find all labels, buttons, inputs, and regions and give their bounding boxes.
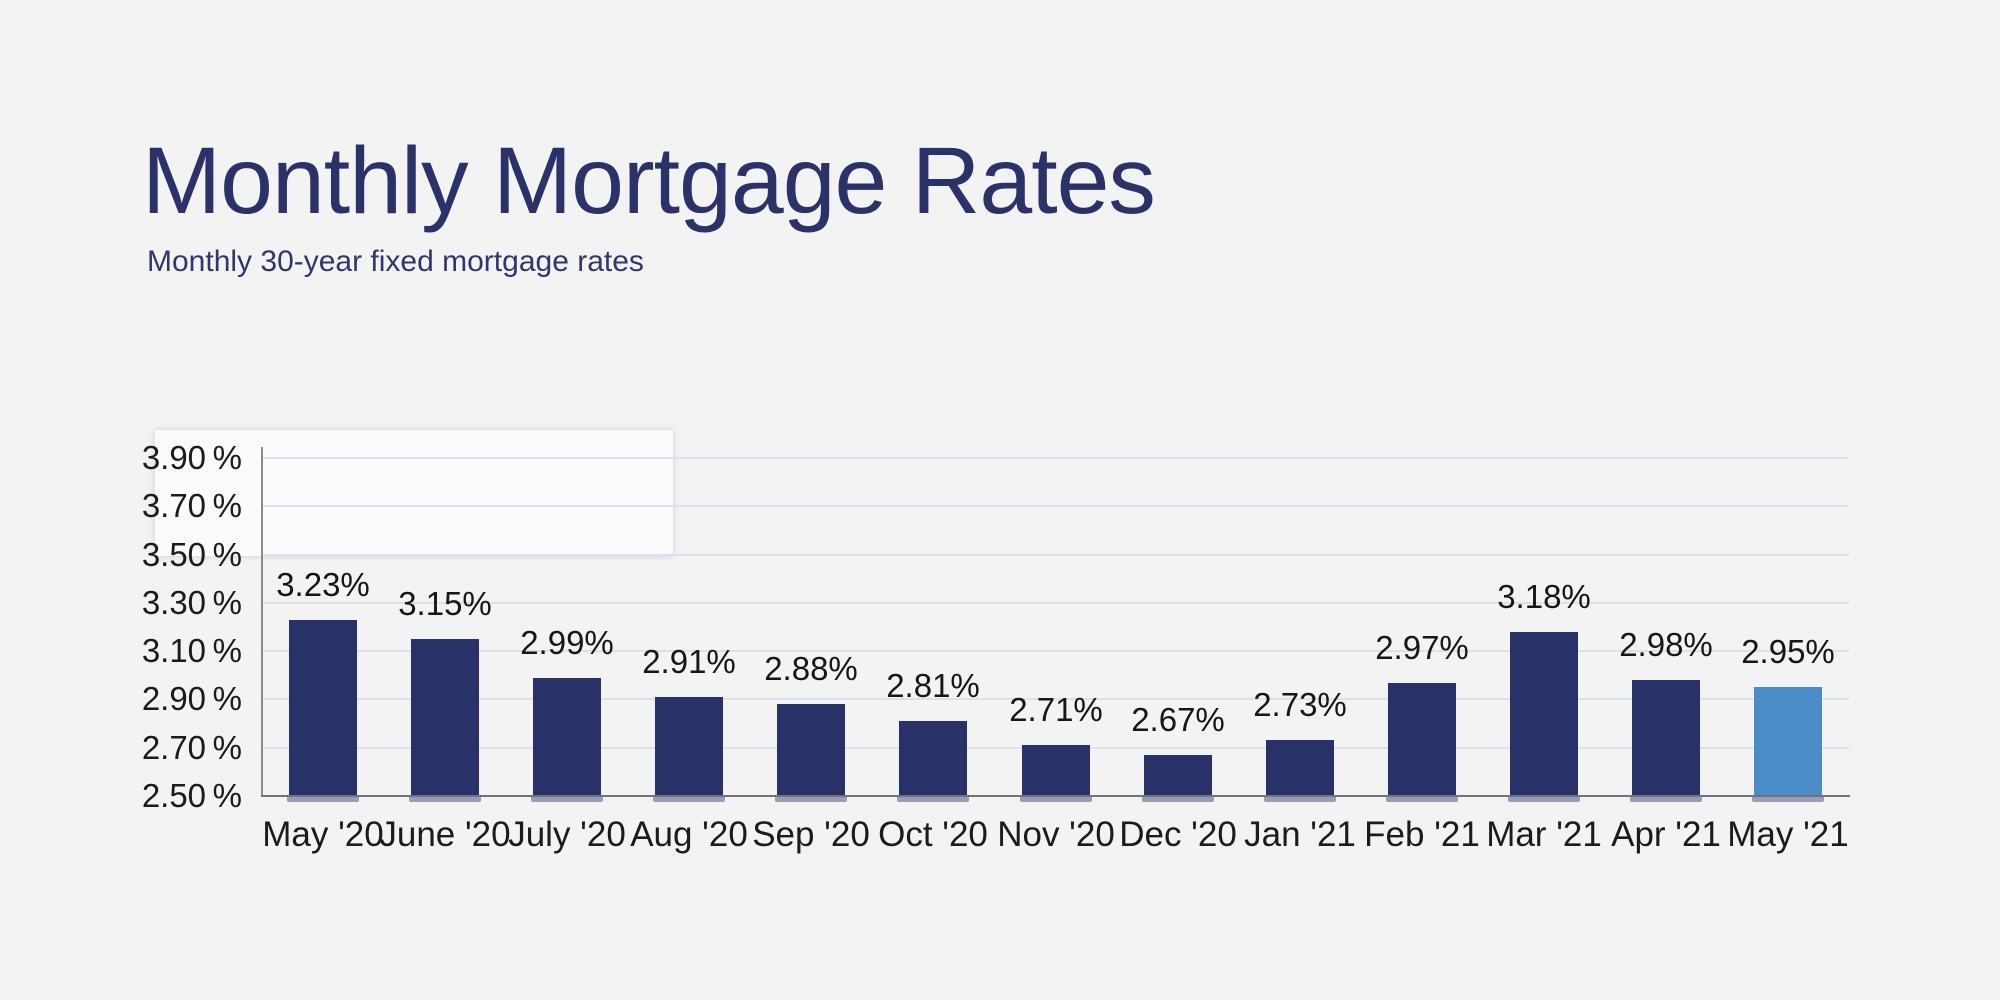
bar-oct-20	[899, 721, 967, 796]
y-tick-label: 2.50 %	[141, 777, 242, 814]
x-axis-line	[261, 795, 1850, 797]
bar-nov-20	[1022, 745, 1090, 796]
bar-value-label: 3.23%	[276, 566, 370, 603]
bar-value-label: 2.95%	[1741, 633, 1835, 670]
x-tick-label: Apr '21	[1611, 815, 1721, 854]
bar-sep-20	[777, 704, 845, 796]
bar-shadow	[897, 796, 969, 802]
y-tick-label: 2.90 %	[141, 680, 242, 717]
gridline-3.70	[262, 505, 1849, 507]
x-tick-label: Aug '20	[630, 815, 748, 854]
bar-shadow	[531, 796, 603, 802]
x-tick-label: Sep '20	[752, 815, 870, 854]
x-tick-label: July '20	[508, 815, 626, 854]
bar-shadow	[287, 796, 359, 802]
bar-aug-20	[655, 697, 723, 796]
chart-background-panel	[155, 430, 673, 556]
x-tick-label: Oct '20	[878, 815, 988, 854]
bar-shadow	[1142, 796, 1214, 802]
bar-may-21	[1754, 687, 1822, 796]
page-subtitle: Monthly 30-year fixed mortgage rates	[147, 245, 644, 278]
x-tick-label: May '20	[262, 815, 384, 854]
x-tick-label: Jan '21	[1244, 815, 1356, 854]
bar-shadow	[653, 796, 725, 802]
y-tick-label: 3.30 %	[141, 584, 242, 621]
bar-feb-21	[1388, 683, 1456, 796]
bar-shadow	[1264, 796, 1336, 802]
bar-value-label: 2.99%	[520, 624, 614, 661]
bar-shadow	[409, 796, 481, 802]
bar-shadow	[775, 796, 847, 802]
bar-value-label: 3.18%	[1497, 578, 1591, 615]
y-tick-label: 2.70 %	[141, 729, 242, 766]
x-tick-label: Dec '20	[1119, 815, 1237, 854]
x-tick-label: Mar '21	[1486, 815, 1602, 854]
y-tick-label: 3.70 %	[141, 487, 242, 524]
bar-value-label: 2.88%	[764, 650, 858, 687]
bar-mar-21	[1510, 632, 1578, 796]
bar-jan-21	[1266, 740, 1334, 796]
page-title: Monthly Mortgage Rates	[142, 128, 1156, 234]
y-tick-label: 3.50 %	[141, 536, 242, 573]
y-tick-label: 3.10 %	[141, 632, 242, 669]
bar-june-20	[411, 639, 479, 796]
bar-dec-20	[1144, 755, 1212, 796]
x-tick-label: May '21	[1727, 815, 1849, 854]
bar-value-label: 2.67%	[1131, 701, 1225, 738]
y-tick-label: 3.90 %	[141, 439, 242, 476]
bar-apr-21	[1632, 680, 1700, 796]
gridline-3.10	[262, 650, 1849, 652]
bar-shadow	[1508, 796, 1580, 802]
gridline-3.30	[262, 602, 1849, 604]
bar-july-20	[533, 678, 601, 796]
bar-value-label: 2.81%	[886, 667, 980, 704]
gridline-3.50	[262, 554, 1849, 556]
gridline-2.90	[262, 698, 1849, 700]
bar-may-20	[289, 620, 357, 796]
bar-value-label: 2.97%	[1375, 629, 1469, 666]
bar-value-label: 2.73%	[1253, 686, 1347, 723]
gridline-3.90	[262, 457, 1849, 459]
bar-value-label: 3.15%	[398, 585, 492, 622]
x-tick-label: Feb '21	[1364, 815, 1480, 854]
bar-shadow	[1386, 796, 1458, 802]
x-tick-label: Nov '20	[997, 815, 1115, 854]
bar-shadow	[1020, 796, 1092, 802]
y-axis-line	[261, 447, 263, 797]
bar-shadow	[1630, 796, 1702, 802]
x-tick-label: June '20	[379, 815, 511, 854]
bar-value-label: 2.91%	[642, 643, 736, 680]
bar-value-label: 2.71%	[1009, 691, 1103, 728]
bar-value-label: 2.98%	[1619, 626, 1713, 663]
bar-shadow	[1752, 796, 1824, 802]
